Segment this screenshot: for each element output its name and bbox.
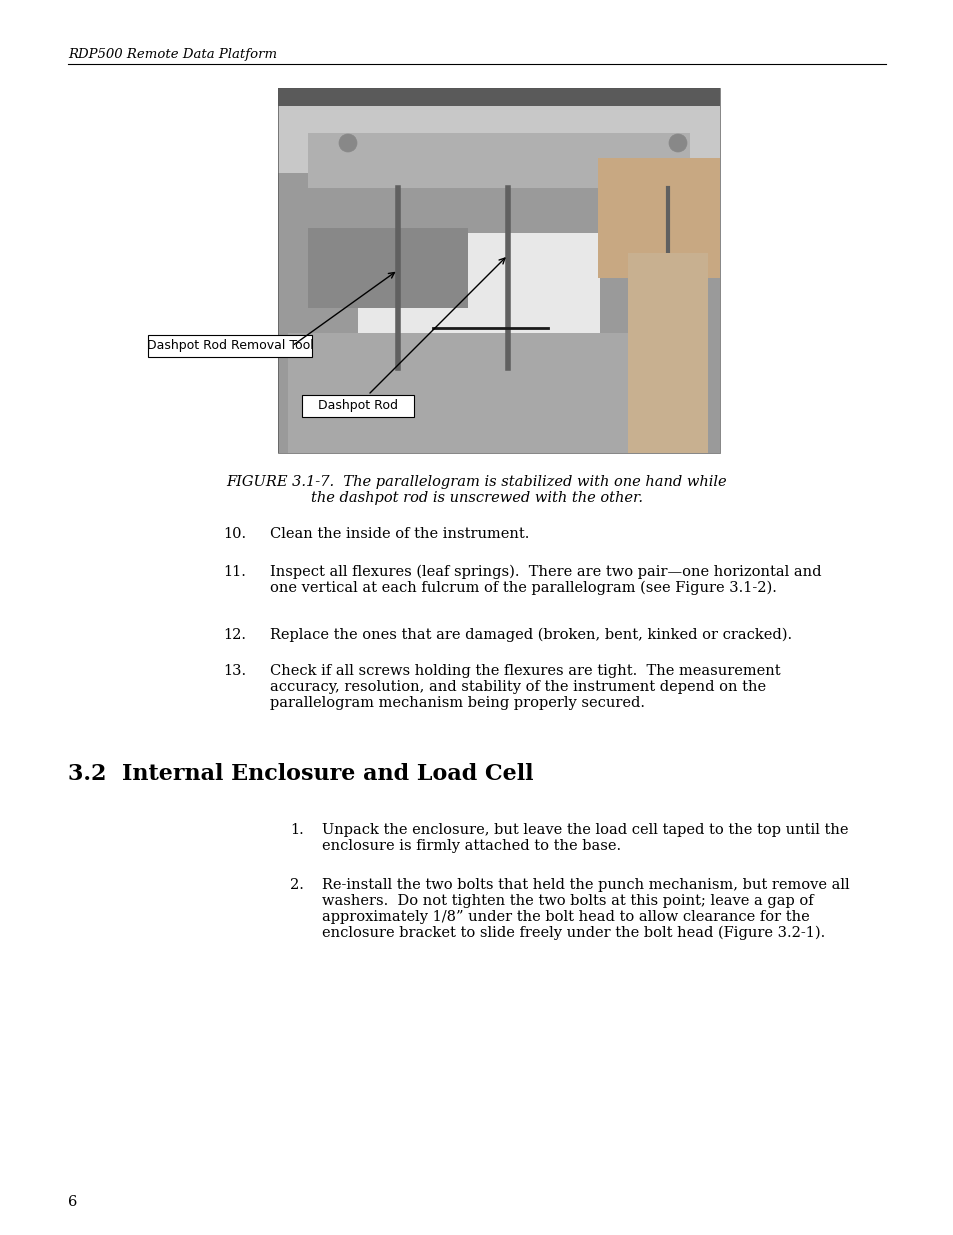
Text: washers.  Do not tighten the two bolts at this point; leave a gap of: washers. Do not tighten the two bolts at… — [322, 894, 813, 908]
Text: the dashpot rod is unscrewed with the other.: the dashpot rod is unscrewed with the ot… — [311, 492, 642, 505]
Text: 3.2  Internal Enclosure and Load Cell: 3.2 Internal Enclosure and Load Cell — [68, 763, 533, 785]
Text: one vertical at each fulcrum of the parallelogram (see Figure 3.1-2).: one vertical at each fulcrum of the para… — [270, 580, 776, 595]
Text: Inspect all flexures (leaf springs).  There are two pair—one horizontal and: Inspect all flexures (leaf springs). The… — [270, 564, 821, 579]
Text: Unpack the enclosure, but leave the load cell taped to the top until the: Unpack the enclosure, but leave the load… — [322, 823, 847, 837]
Text: 1.: 1. — [290, 823, 304, 837]
Text: Dashpot Rod Removal Tool: Dashpot Rod Removal Tool — [147, 340, 313, 352]
Text: RDP500 Remote Data Platform: RDP500 Remote Data Platform — [68, 48, 276, 61]
Text: enclosure is firmly attached to the base.: enclosure is firmly attached to the base… — [322, 839, 620, 853]
Bar — [277, 88, 720, 106]
Bar — [277, 88, 720, 453]
Bar — [148, 335, 312, 357]
Circle shape — [338, 135, 356, 152]
Text: 13.: 13. — [223, 664, 246, 678]
Text: approximately 1/8” under the bolt head to allow clearance for the: approximately 1/8” under the bolt head t… — [322, 910, 809, 924]
Bar — [598, 158, 720, 278]
Bar — [277, 88, 720, 453]
Text: 6: 6 — [68, 1195, 77, 1209]
Bar — [627, 253, 707, 453]
Bar — [277, 88, 720, 173]
Bar — [288, 333, 700, 453]
Text: FIGURE 3.1-7.  The parallelogram is stabilized with one hand while: FIGURE 3.1-7. The parallelogram is stabi… — [227, 475, 726, 489]
Text: 12.: 12. — [223, 629, 246, 642]
Text: Dashpot Rod: Dashpot Rod — [317, 399, 397, 412]
Text: 11.: 11. — [223, 564, 246, 579]
Text: 2.: 2. — [290, 878, 304, 892]
Text: parallelogram mechanism being properly secured.: parallelogram mechanism being properly s… — [270, 697, 644, 710]
Text: 10.: 10. — [223, 527, 246, 541]
Bar — [302, 395, 414, 417]
Text: Clean the inside of the instrument.: Clean the inside of the instrument. — [270, 527, 529, 541]
Text: Check if all screws holding the flexures are tight.  The measurement: Check if all screws holding the flexures… — [270, 664, 780, 678]
Circle shape — [668, 135, 686, 152]
Text: Re-install the two bolts that held the punch mechanism, but remove all: Re-install the two bolts that held the p… — [322, 878, 849, 892]
Text: Replace the ones that are damaged (broken, bent, kinked or cracked).: Replace the ones that are damaged (broke… — [270, 629, 791, 642]
Text: accuracy, resolution, and stability of the instrument depend on the: accuracy, resolution, and stability of t… — [270, 680, 765, 694]
Bar — [308, 228, 468, 308]
Bar — [308, 133, 689, 188]
Text: enclosure bracket to slide freely under the bolt head (Figure 3.2-1).: enclosure bracket to slide freely under … — [322, 926, 824, 940]
Bar — [357, 233, 599, 333]
